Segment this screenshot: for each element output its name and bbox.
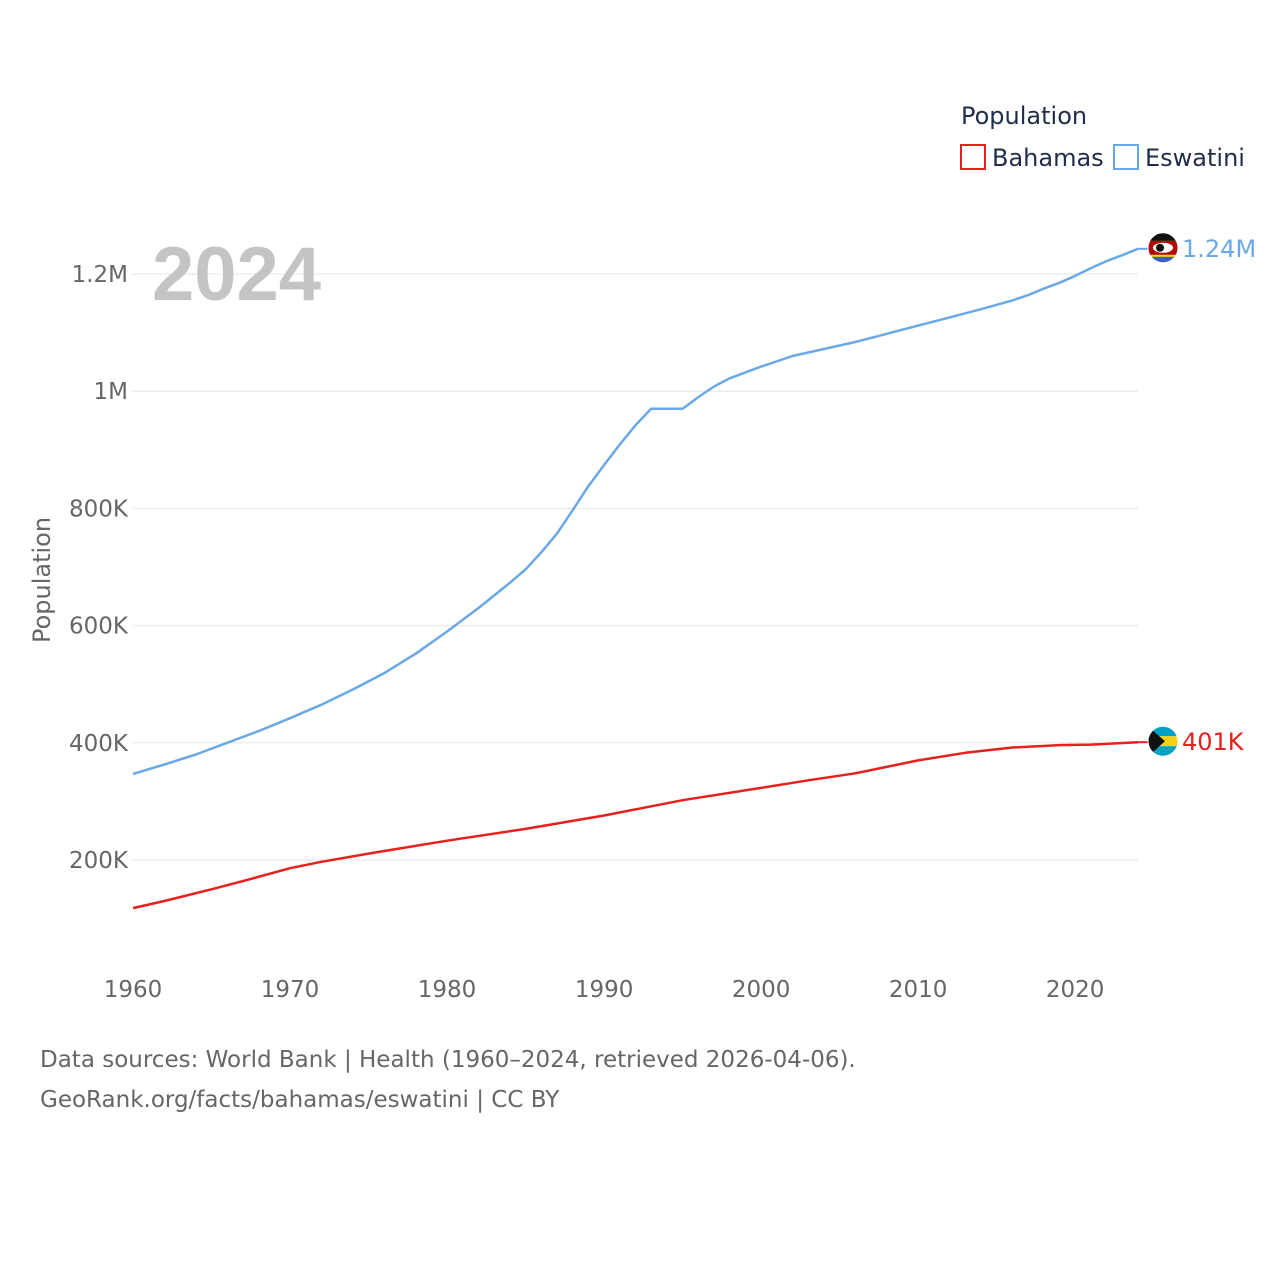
grid-lines [133,273,1138,861]
end-value-label-eswatini: 1.24M [1182,235,1256,263]
legend-item-eswatini[interactable]: Eswatini [1113,144,1245,172]
y-axis-label: Population [28,517,56,643]
y-tick-label: 600K [69,614,129,640]
series-end-markers: 401K 1.24M [1138,232,1256,757]
y-tick-label: 400K [69,731,129,757]
x-tick-label: 1980 [418,977,477,1003]
x-axis-ticks: 1960 1970 1980 1990 2000 2010 2020 [104,977,1105,1003]
x-tick-label: 2010 [889,977,948,1003]
x-tick-label: 1970 [261,977,320,1003]
y-tick-label: 1M [94,379,128,405]
series-line-bahamas [132,740,1139,910]
series-line-eswatini [132,247,1139,776]
y-tick-label: 800K [69,496,129,522]
series-lines [132,247,1139,910]
x-tick-label: 2000 [732,977,791,1003]
y-axis-ticks: 200K 400K 600K 800K 1M 1.2M [69,262,129,874]
x-tick-label: 1960 [104,977,163,1003]
legend-label-bahamas: Bahamas [992,144,1104,172]
legend-item-bahamas[interactable]: Bahamas [960,144,1104,172]
y-tick-label: 1.2M [72,262,128,288]
bahamas-flag-icon [1147,725,1179,757]
source-link[interactable]: GeoRank.org/facts/bahamas/eswatini | CC … [40,1087,560,1113]
legend-title: Population [961,102,1087,130]
year-label: 2024 [152,232,321,317]
y-tick-label: 200K [69,848,129,874]
footer: Data sources: World Bank | Health (1960–… [40,1040,856,1120]
legend: Population Bahamas Eswatini [960,102,1245,172]
legend-label-eswatini: Eswatini [1145,144,1245,172]
x-tick-label: 2020 [1046,977,1105,1003]
legend-swatch-eswatini [1113,144,1139,170]
legend-swatch-bahamas [960,144,986,170]
data-sources-text: Data sources: World Bank | Health (1960–… [40,1047,856,1073]
eswatini-flag-icon [1147,232,1179,264]
end-value-label-bahamas: 401K [1182,728,1245,756]
x-tick-label: 1990 [575,977,634,1003]
